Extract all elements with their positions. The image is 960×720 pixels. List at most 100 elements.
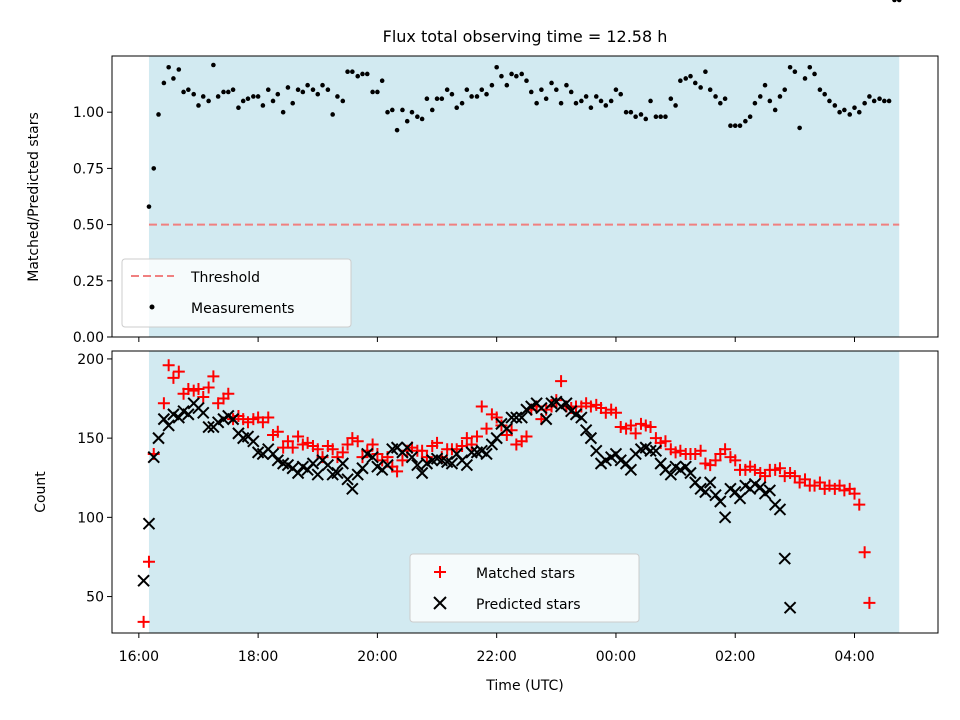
measurement-point: [539, 87, 544, 92]
measurement-point: [703, 69, 708, 74]
measurement-point: [663, 114, 668, 119]
measurement-point: [191, 92, 196, 97]
y-tick-label: 0.50: [73, 218, 104, 234]
x-tick-label: 20:00: [357, 649, 397, 665]
measurement-point: [529, 90, 534, 95]
measurement-point: [793, 69, 798, 74]
measurement-point: [271, 99, 276, 104]
measurement-point: [490, 83, 495, 88]
measurement-point: [281, 110, 286, 115]
measurement-point: [723, 96, 728, 101]
measurement-point: [390, 108, 395, 113]
measurement-point: [569, 90, 574, 95]
measurement-point: [609, 99, 614, 104]
measurement-point: [286, 85, 291, 90]
measurement-point: [713, 94, 718, 99]
x-tick-label: 00:00: [596, 649, 636, 665]
measurement-point: [156, 112, 161, 117]
measurement-point: [166, 65, 171, 70]
measurement-point: [375, 90, 380, 95]
measurement-point: [852, 105, 857, 110]
ratio-legend: Threshold Measurements: [122, 259, 351, 327]
measurement-point: [579, 99, 584, 104]
measurement-point: [748, 114, 753, 119]
legend-measurements-swatch: [150, 305, 155, 310]
measurement-point: [763, 83, 768, 88]
measurement-point: [514, 74, 519, 79]
measurement-point: [584, 94, 589, 99]
measurement-point: [499, 74, 504, 79]
measurement-point: [857, 110, 862, 115]
measurement-point: [892, 0, 897, 2]
measurement-point: [872, 99, 877, 104]
measurement-point: [788, 65, 793, 70]
measurement-point: [147, 204, 152, 209]
measurement-point: [201, 94, 206, 99]
measurement-point: [365, 72, 370, 77]
y-tick-label: 50: [86, 590, 104, 606]
measurement-point: [554, 87, 559, 92]
measurement-point: [484, 92, 489, 97]
measurement-point: [778, 94, 783, 99]
x-tick-label: 04:00: [834, 649, 874, 665]
measurement-point: [837, 110, 842, 115]
measurement-point: [326, 87, 331, 92]
measurement-point: [604, 103, 609, 108]
measurement-point: [335, 94, 340, 99]
measurement-point: [743, 119, 748, 124]
measurement-point: [782, 87, 787, 92]
legend-matched-label: Matched stars: [476, 566, 575, 582]
measurement-point: [290, 101, 295, 106]
measurement-point: [643, 117, 648, 122]
measurement-point: [534, 101, 539, 106]
measurement-point: [355, 74, 360, 79]
ratio-y-axis-label: Matched/Predicted stars: [26, 112, 42, 282]
measurement-point: [862, 101, 867, 106]
measurement-point: [624, 110, 629, 115]
measurement-point: [460, 101, 465, 106]
measurement-point: [151, 166, 156, 171]
measurement-point: [708, 87, 713, 92]
measurement-point: [574, 101, 579, 106]
measurement-point: [738, 123, 743, 128]
measurement-point: [594, 94, 599, 99]
measurement-point: [718, 101, 723, 106]
measurement-point: [812, 72, 817, 77]
measurement-point: [450, 92, 455, 97]
measurement-point: [505, 83, 510, 88]
count-x-ticks: 16:00 18:00 20:00 22:00 00:00 02:00 04:00: [119, 633, 875, 665]
measurement-point: [445, 87, 450, 92]
measurement-point: [589, 105, 594, 110]
legend-predicted-label: Predicted stars: [476, 597, 581, 613]
measurement-point: [887, 99, 892, 104]
measurement-point: [345, 69, 350, 74]
measurement-point: [897, 0, 902, 2]
measurement-point: [415, 114, 420, 119]
measurement-point: [669, 96, 674, 101]
measurement-point: [454, 105, 459, 110]
x-tick-label: 16:00: [119, 649, 159, 665]
measurement-point: [305, 83, 310, 88]
measurement-point: [549, 81, 554, 86]
x-tick-label: 02:00: [715, 649, 755, 665]
measurement-point: [658, 114, 663, 119]
measurement-point: [341, 99, 346, 104]
measurement-point: [385, 110, 390, 115]
measurement-point: [256, 94, 261, 99]
measurement-point: [524, 78, 529, 83]
count-legend: Matched stars Predicted stars: [410, 554, 639, 622]
measurement-point: [678, 78, 683, 83]
count-y-axis-label: Count: [33, 471, 49, 513]
y-tick-label: 200: [77, 352, 104, 368]
measurement-point: [395, 128, 400, 133]
measurement-point: [818, 87, 823, 92]
figure: Flux total observing time = 12.58 h 0.00…: [0, 0, 960, 720]
legend-threshold-label: Threshold: [190, 270, 260, 286]
measurement-point: [350, 69, 355, 74]
measurement-point: [768, 99, 773, 104]
measurement-point: [176, 67, 181, 72]
y-tick-label: 0.25: [73, 274, 104, 290]
measurement-point: [469, 94, 474, 99]
measurement-point: [246, 96, 251, 101]
measurement-point: [440, 96, 445, 101]
